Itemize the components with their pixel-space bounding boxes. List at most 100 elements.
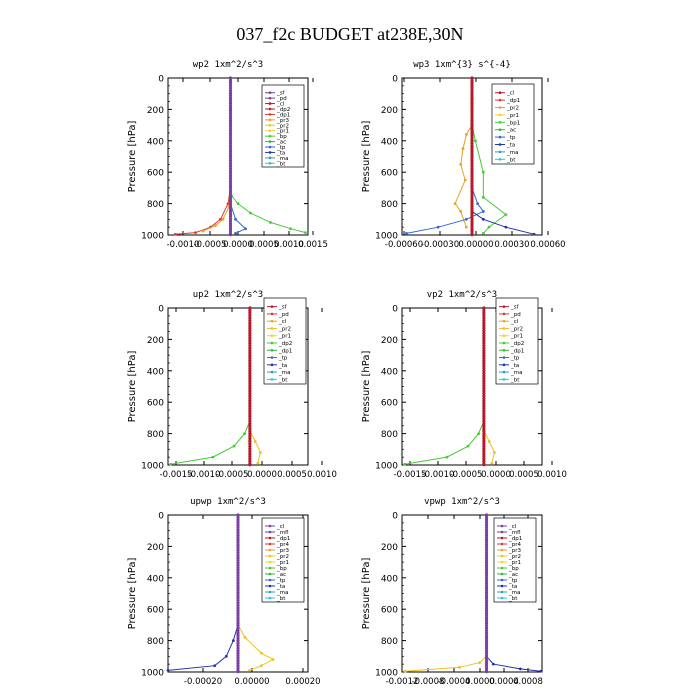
zero-line-marker <box>484 543 489 547</box>
zero-line-marker <box>236 626 240 630</box>
zero-line-marker <box>228 111 233 115</box>
y-tick-label: 400 <box>381 574 398 584</box>
zero-line-marker <box>236 586 240 590</box>
zero-line-marker <box>482 416 486 421</box>
y-tick-label: 200 <box>147 543 164 553</box>
zero-line-marker <box>484 621 489 625</box>
zero-line-marker <box>248 316 252 320</box>
zero-line-marker <box>236 553 240 557</box>
zero-line-marker <box>482 349 486 353</box>
legend-entry: _pr2 <box>508 554 521 560</box>
zero-line-marker <box>470 134 474 138</box>
legend-marker <box>500 578 504 582</box>
series-marker <box>403 462 407 466</box>
zero-line-marker <box>236 666 240 670</box>
series-marker <box>259 651 263 655</box>
legend-marker <box>498 98 502 102</box>
zero-line-marker <box>228 126 233 130</box>
zero-line-marker <box>482 409 486 413</box>
zero-line-marker <box>484 518 489 522</box>
zero-line-marker <box>470 209 474 213</box>
legend-marker <box>498 91 502 94</box>
zero-line-marker <box>484 525 489 530</box>
zero-line-marker <box>484 611 489 615</box>
zero-line-marker <box>228 196 233 201</box>
zero-line-marker <box>228 171 233 176</box>
legend-entry: _dp2 <box>278 341 292 347</box>
legend-marker <box>502 312 506 316</box>
zero-line-marker <box>484 576 489 580</box>
legend-marker <box>268 530 272 534</box>
legend-entry: _pr2 <box>276 123 289 129</box>
zero-line-marker <box>482 318 486 323</box>
legend-marker <box>270 378 274 381</box>
legend-marker <box>270 319 274 323</box>
zero-line-marker <box>482 457 486 461</box>
series-marker <box>445 455 449 459</box>
y-tick-label: 200 <box>381 336 398 346</box>
zero-line-marker <box>248 434 252 438</box>
series-line-dp2 <box>170 308 251 465</box>
zero-line-marker <box>484 628 489 633</box>
legend-entry: _ma <box>510 370 522 376</box>
zero-line-marker <box>248 386 252 390</box>
zero-line-marker <box>228 141 233 145</box>
chart-panel-1: wp2 1xm^2/s^3 Pressure [hPa] 0 200 400 600 800… <box>127 60 328 250</box>
zero-line-marker <box>470 83 474 88</box>
zero-line-marker <box>470 196 474 201</box>
zero-line-marker <box>228 212 233 216</box>
panel-title: wp3 1xm^{3} s^{-4} <box>413 60 511 70</box>
zero-line-marker <box>482 359 486 363</box>
y-tick-label: 0 <box>158 305 164 315</box>
zero-line-marker <box>482 421 486 426</box>
legend-entry: _ta <box>278 363 287 369</box>
zero-line-marker <box>248 432 252 436</box>
zero-line-marker <box>482 386 486 390</box>
zero-line-marker <box>228 139 233 143</box>
series-marker <box>459 162 463 166</box>
zero-line-marker <box>248 401 252 406</box>
zero-line-marker <box>484 664 489 668</box>
legend-entry: _tp <box>510 356 520 362</box>
legend-marker <box>268 554 272 558</box>
series-marker <box>166 669 170 672</box>
zero-line-marker <box>228 88 233 93</box>
legend-marker <box>500 572 504 576</box>
y-tick-label: 1000 <box>141 462 164 472</box>
zero-line-marker <box>236 669 240 673</box>
y-tick-label: 1000 <box>375 232 398 242</box>
zero-line-marker <box>236 541 240 545</box>
zero-line-marker <box>236 644 240 648</box>
legend-marker <box>500 596 504 600</box>
chart-panel-3: up2 1xm^2/s^3 Pressure [hPa] 0 200 400 600 800… <box>127 290 337 480</box>
series-marker <box>211 455 215 459</box>
x-tick-label: -0.0005 <box>194 240 227 250</box>
y-tick-label: 600 <box>381 606 398 616</box>
legend-entry: _cl <box>506 91 515 97</box>
series-line-dp1 <box>175 78 231 235</box>
legend-entry: _bp <box>276 566 287 572</box>
legend-entry: _pr4 <box>276 542 290 548</box>
legend-entry: _dp1 <box>506 98 520 104</box>
series-marker <box>461 147 465 151</box>
zero-line-marker <box>236 656 240 660</box>
y-tick-label: 200 <box>147 336 164 346</box>
zero-line-marker <box>228 129 233 133</box>
zero-line-marker <box>248 442 252 446</box>
zero-line-marker <box>482 384 486 388</box>
legend-entry: _cl <box>278 319 287 325</box>
zero-line-marker <box>484 530 489 535</box>
y-tick-label: 600 <box>147 169 164 179</box>
x-tick-label: 0.0010 <box>307 470 337 480</box>
zero-line-marker <box>248 406 252 411</box>
zero-line-marker <box>482 344 486 348</box>
y-tick-label: 0 <box>158 512 164 522</box>
zero-line-marker <box>236 651 240 655</box>
zero-line-marker <box>470 204 474 208</box>
zero-line-marker <box>236 628 240 633</box>
zero-line-marker <box>482 356 486 360</box>
zero-line-marker <box>482 391 486 396</box>
legend-entry: _dp1 <box>276 112 290 118</box>
series-marker <box>243 636 247 639</box>
legend-marker <box>268 578 272 582</box>
